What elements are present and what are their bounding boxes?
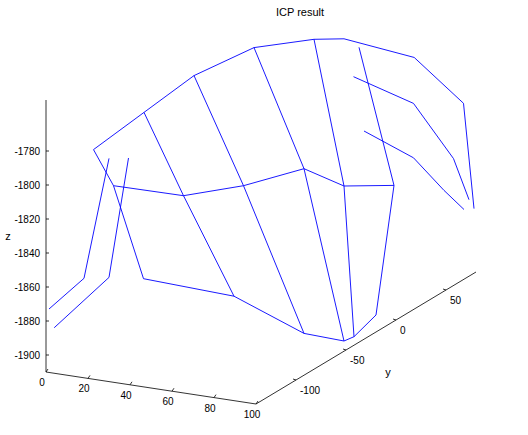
svg-text:50: 50 [450, 295, 462, 306]
svg-text:-1860: -1860 [14, 282, 40, 293]
svg-text:0: 0 [400, 325, 406, 336]
svg-text:-1780: -1780 [14, 146, 40, 157]
svg-text:-1900: -1900 [14, 350, 40, 361]
svg-text:-1820: -1820 [14, 214, 40, 225]
svg-text:ICP result: ICP result [276, 6, 324, 18]
svg-text:z: z [5, 230, 11, 242]
svg-text:-50: -50 [350, 355, 365, 366]
svg-text:-1840: -1840 [14, 248, 40, 259]
svg-text:20: 20 [78, 383, 90, 394]
svg-text:40: 40 [120, 390, 132, 401]
svg-text:60: 60 [162, 396, 174, 407]
svg-text:80: 80 [204, 403, 216, 414]
svg-text:y: y [385, 366, 391, 378]
svg-text:0: 0 [39, 377, 45, 388]
svg-text:100: 100 [244, 409, 261, 420]
svg-text:-1880: -1880 [14, 316, 40, 327]
svg-text:-1800: -1800 [14, 180, 40, 191]
svg-text:-100: -100 [300, 385, 320, 396]
